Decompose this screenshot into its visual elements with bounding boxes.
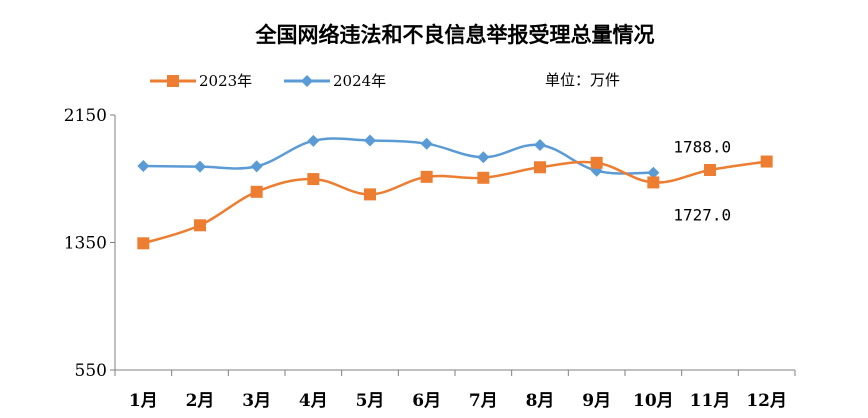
axes <box>110 114 796 376</box>
data-point-2023年 <box>590 156 603 169</box>
x-tick-label: 7月 <box>469 391 498 411</box>
data-point-2023年 <box>760 155 773 168</box>
annotations: 1788.0 1727.0 <box>673 138 731 225</box>
data-point-2024年 <box>420 137 433 150</box>
series-line-2023年 <box>142 160 767 245</box>
y-tick-labels: 550 1350 2150 <box>64 106 107 381</box>
legend-marker-2023 <box>167 75 179 87</box>
data-point-2023年 <box>704 163 716 176</box>
data-point-2023年 <box>420 170 433 183</box>
data-point-2024年 <box>364 134 376 147</box>
data-point-2023年 <box>534 161 546 174</box>
chart-title: 全国网络违法和不良信息举报受理总量情况 <box>255 23 655 47</box>
data-point-2024年 <box>534 138 546 151</box>
data-label-2024年: 1788.0 <box>673 138 731 157</box>
legend-label-2023: 2023年 <box>199 72 252 90</box>
y-tick-label: 1350 <box>64 234 107 254</box>
legend-marker-2024 <box>301 75 313 87</box>
data-point-2024年 <box>194 160 206 173</box>
data-point-2023年 <box>307 173 320 186</box>
data-label-2023年: 1727.0 <box>673 205 731 224</box>
x-tick-label: 10月 <box>633 391 674 411</box>
y-tick-label: 550 <box>75 361 107 381</box>
unit-label: 单位：万件 <box>545 71 620 89</box>
x-tick-label: 9月 <box>582 391 611 411</box>
data-point-2023年 <box>137 237 150 250</box>
data-point-2023年 <box>364 188 376 201</box>
y-tick-label: 2150 <box>64 106 107 126</box>
x-tick-label: 2月 <box>186 391 215 411</box>
data-point-2024年 <box>137 160 150 172</box>
series-layer <box>137 134 773 250</box>
x-tick-label: 6月 <box>412 391 441 411</box>
data-point-2023年 <box>194 219 206 232</box>
x-tick-labels: 1月 2月 3月 4月 5月 6月 7月 8月 9月 10月 11月 12月 <box>129 391 787 411</box>
data-point-2023年 <box>647 176 660 189</box>
x-tick-label: 3月 <box>242 391 271 411</box>
legend-label-2024: 2024年 <box>333 72 386 90</box>
x-tick-label: 8月 <box>526 391 555 411</box>
x-tick-label: 4月 <box>299 391 328 411</box>
x-tick-label: 5月 <box>356 391 385 411</box>
legend-item-2024: 2024年 <box>284 72 386 90</box>
data-point-2024年 <box>647 166 660 179</box>
data-point-2024年 <box>250 160 263 173</box>
data-point-2023年 <box>477 171 490 184</box>
data-point-2024年 <box>477 151 490 164</box>
legend: 2023年 2024年 <box>150 72 386 90</box>
legend-item-2023: 2023年 <box>150 72 252 90</box>
data-point-2023年 <box>250 185 263 198</box>
x-tick-label: 1月 <box>129 391 158 411</box>
x-tick-label: 11月 <box>690 391 731 411</box>
series-line-2024年 <box>143 137 654 175</box>
x-tick-label: 12月 <box>746 391 787 411</box>
data-point-2024年 <box>307 134 320 147</box>
